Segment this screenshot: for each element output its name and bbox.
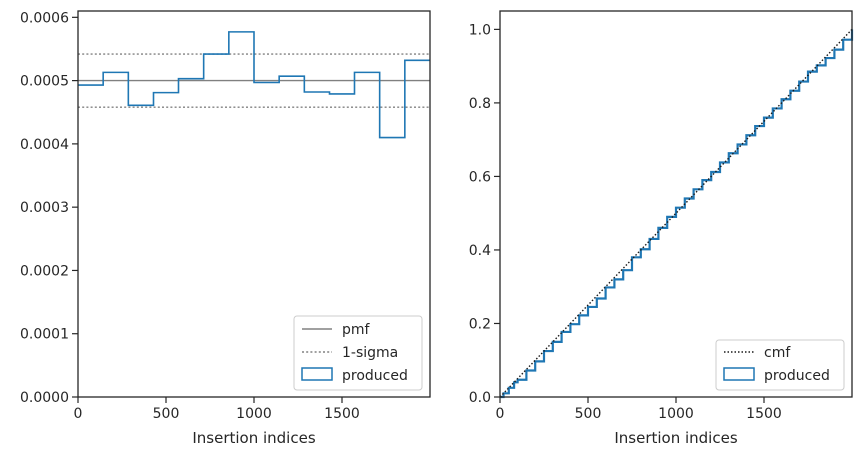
legend-produced-swatch — [301, 367, 333, 381]
x-axis-label: Insertion indices — [614, 429, 737, 447]
x-tick-label: 1500 — [746, 406, 782, 422]
x-axis-ticks: 0 500 1000 1500 — [496, 397, 782, 422]
y-tick-label: 1.0 — [469, 22, 491, 38]
legend-cmf-label: cmf — [764, 345, 791, 361]
y-tick-label: 0.0003 — [20, 200, 69, 216]
histogram-marks — [78, 31, 430, 139]
legend: cmf produced — [715, 339, 845, 391]
cmf-line — [499, 28, 853, 398]
legend-pmf-label: pmf — [342, 322, 371, 338]
y-tick-label: 0.4 — [469, 243, 491, 259]
x-tick-label: 0 — [74, 406, 83, 422]
y-tick-label: 0.0 — [469, 390, 491, 406]
y-tick-label: 0.6 — [469, 169, 491, 185]
produced-histogram-step — [78, 31, 430, 139]
x-axis-label: Insertion indices — [192, 429, 315, 447]
plot-background — [500, 11, 852, 397]
legend-box — [715, 339, 845, 391]
y-tick-label: 0.0002 — [20, 263, 69, 279]
legend-sigma-label: 1-sigma — [342, 345, 398, 361]
y-tick-label: 0.0000 — [20, 390, 69, 406]
legend-produced-label: produced — [764, 368, 830, 384]
y-tick-label: 0.8 — [469, 96, 491, 112]
x-tick-label: 1000 — [236, 406, 272, 422]
legend-produced-swatch — [723, 367, 755, 381]
cumulative-panel: 0 500 1000 1500 0.0 0.2 0.4 0.6 0.8 1.0 Insertio… — [469, 10, 854, 447]
x-tick-label: 500 — [153, 406, 180, 422]
y-axis-ticks: 0.0 0.2 0.4 0.6 0.8 1.0 — [469, 22, 500, 406]
cumulative-marks — [499, 28, 854, 399]
y-tick-label: 0.2 — [469, 316, 491, 332]
y-tick-label: 0.0006 — [20, 10, 69, 26]
legend: pmf 1-sigma produced — [293, 315, 423, 391]
histogram-panel: 0 500 1000 1500 0.00000.00010.00020.00030.0… — [20, 10, 431, 447]
legend-box — [293, 315, 423, 391]
y-tick-label: 0.0001 — [20, 327, 69, 343]
x-tick-label: 1000 — [658, 406, 694, 422]
x-tick-label: 500 — [575, 406, 602, 422]
y-axis-ticks: 0.0000 0.0001 0.0002 0.0003 0.0004 0.0005 0.00… — [20, 10, 78, 406]
x-tick-label: 1500 — [324, 406, 360, 422]
y-tick-label: 0.0004 — [20, 137, 69, 153]
x-axis-ticks: 0 500 1000 1500 — [74, 397, 360, 422]
legend-produced-label: produced — [342, 368, 408, 384]
x-tick-label: 0 — [496, 406, 505, 422]
y-tick-label: 0.0005 — [20, 74, 69, 90]
